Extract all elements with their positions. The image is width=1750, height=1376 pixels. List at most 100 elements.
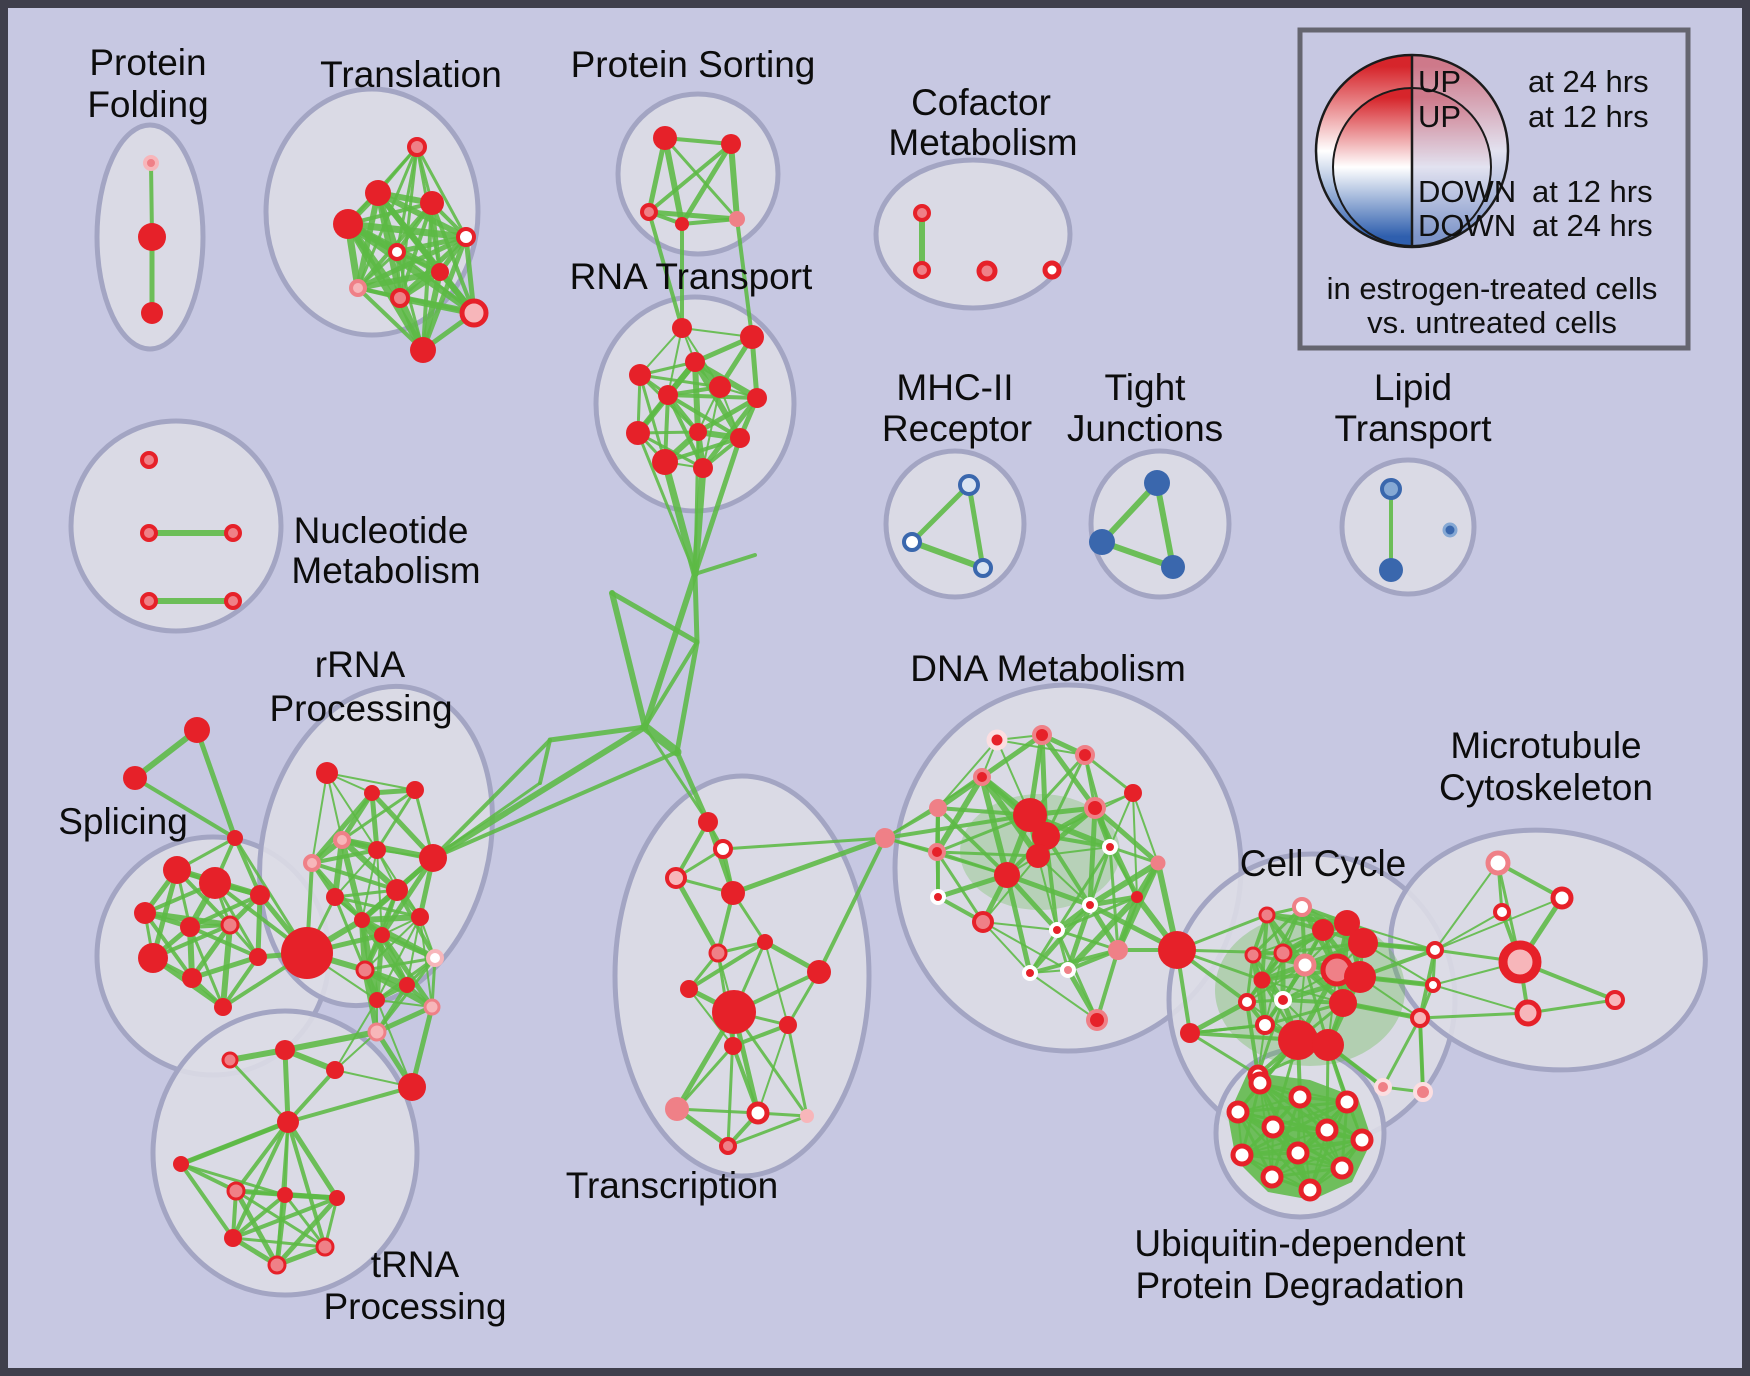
network-node (1374, 1078, 1392, 1096)
network-edge (936, 806, 1009, 877)
network-edge (663, 136, 739, 221)
network-edge (231, 1193, 287, 1240)
network-edge (1188, 1023, 1267, 1035)
network-node (1258, 906, 1276, 924)
network-node (1550, 886, 1574, 910)
network-node (976, 260, 998, 282)
network-edge (688, 988, 734, 1047)
cluster-label-microtubule-cytoskeleton-line2: Cytoskeleton (1439, 767, 1653, 808)
network-edge (643, 725, 710, 824)
network-node (1131, 891, 1143, 903)
network-node (1274, 991, 1292, 1009)
network-node (184, 717, 210, 743)
network-node (875, 828, 895, 848)
network-edge (726, 1010, 736, 1148)
network-node (721, 134, 741, 154)
network-edge (666, 393, 759, 400)
legend-down24-time: at 24 hrs (1532, 208, 1653, 243)
network-edge (228, 1058, 290, 1124)
network-edge (700, 395, 760, 471)
network-node (277, 1187, 293, 1203)
network-node (459, 298, 489, 328)
network-edge (666, 393, 742, 440)
network-node (140, 524, 158, 542)
legend-box (1297, 27, 1691, 351)
network-edge (1037, 846, 1111, 857)
network-node (902, 532, 922, 552)
network-node (281, 927, 333, 979)
network-edge (675, 1107, 760, 1115)
network-node (420, 191, 444, 215)
network-edge (693, 553, 757, 576)
network-edge (311, 772, 328, 864)
legend-up24-label: UP (1418, 64, 1461, 99)
network-node (652, 449, 678, 475)
network-node (1312, 1029, 1344, 1061)
network-edge (310, 848, 379, 865)
network-edge (194, 727, 238, 841)
network-edge (1065, 894, 1140, 973)
network-node (1298, 1178, 1322, 1202)
network-node (1108, 940, 1128, 960)
cluster-label-tight-junctions-line2: Junctions (1067, 408, 1223, 449)
network-edge (1381, 1016, 1422, 1089)
network-node (180, 917, 200, 937)
network-edge (376, 999, 433, 1008)
network-node (1315, 1118, 1339, 1142)
network-node (800, 1109, 814, 1123)
network-edge (282, 1029, 380, 1053)
legend: UP at 24 hrs UP at 12 hrs DOWN at 12 hrs… (1297, 27, 1691, 351)
network-node (1442, 522, 1458, 538)
network-edge (675, 1044, 735, 1111)
network-node (143, 155, 159, 171)
network-edge (1154, 480, 1176, 570)
network-edge (179, 1162, 235, 1240)
network-edge (979, 732, 1045, 780)
network-edge (643, 640, 699, 729)
network-node (1248, 1071, 1272, 1095)
network-node (1426, 941, 1444, 959)
network-node (1124, 784, 1142, 802)
network-edge (379, 932, 435, 1010)
network-edge (286, 1085, 414, 1124)
network-node (410, 337, 436, 363)
network-edge (735, 217, 754, 339)
network-node (1226, 1100, 1250, 1124)
network-node (973, 768, 991, 786)
network-edge (339, 837, 400, 893)
network-node (729, 211, 745, 227)
network-edge (661, 458, 699, 578)
network-node (163, 856, 191, 884)
network-node (665, 867, 687, 889)
network-node (708, 943, 728, 963)
network-node (1278, 1020, 1318, 1060)
network-node (986, 729, 1008, 751)
cluster-label-cofactor-metabolism-line2: Metabolism (888, 122, 1077, 163)
network-node (779, 1016, 797, 1034)
network-node (1348, 928, 1378, 958)
network-edge (883, 836, 1009, 877)
network-edge (179, 1162, 238, 1193)
network-node (277, 1111, 299, 1133)
cluster-nucleotide-metabolism (68, 418, 284, 634)
network-node (138, 943, 168, 973)
network-node (1312, 919, 1334, 941)
network-node (354, 912, 370, 928)
network-edge (982, 921, 1069, 971)
network-node (123, 766, 147, 790)
network-node (221, 1051, 239, 1069)
network-node (267, 1255, 287, 1275)
network-node (1330, 1156, 1354, 1180)
network-edge (188, 893, 262, 929)
network-node (1413, 1082, 1433, 1102)
network-edge (231, 1120, 290, 1240)
network-node (1026, 844, 1050, 868)
network-edge (132, 727, 200, 781)
network-node (316, 762, 338, 784)
network-edge (355, 269, 443, 291)
network-edge (1261, 979, 1344, 1004)
network-node (173, 1156, 189, 1172)
network-node (994, 862, 1020, 888)
